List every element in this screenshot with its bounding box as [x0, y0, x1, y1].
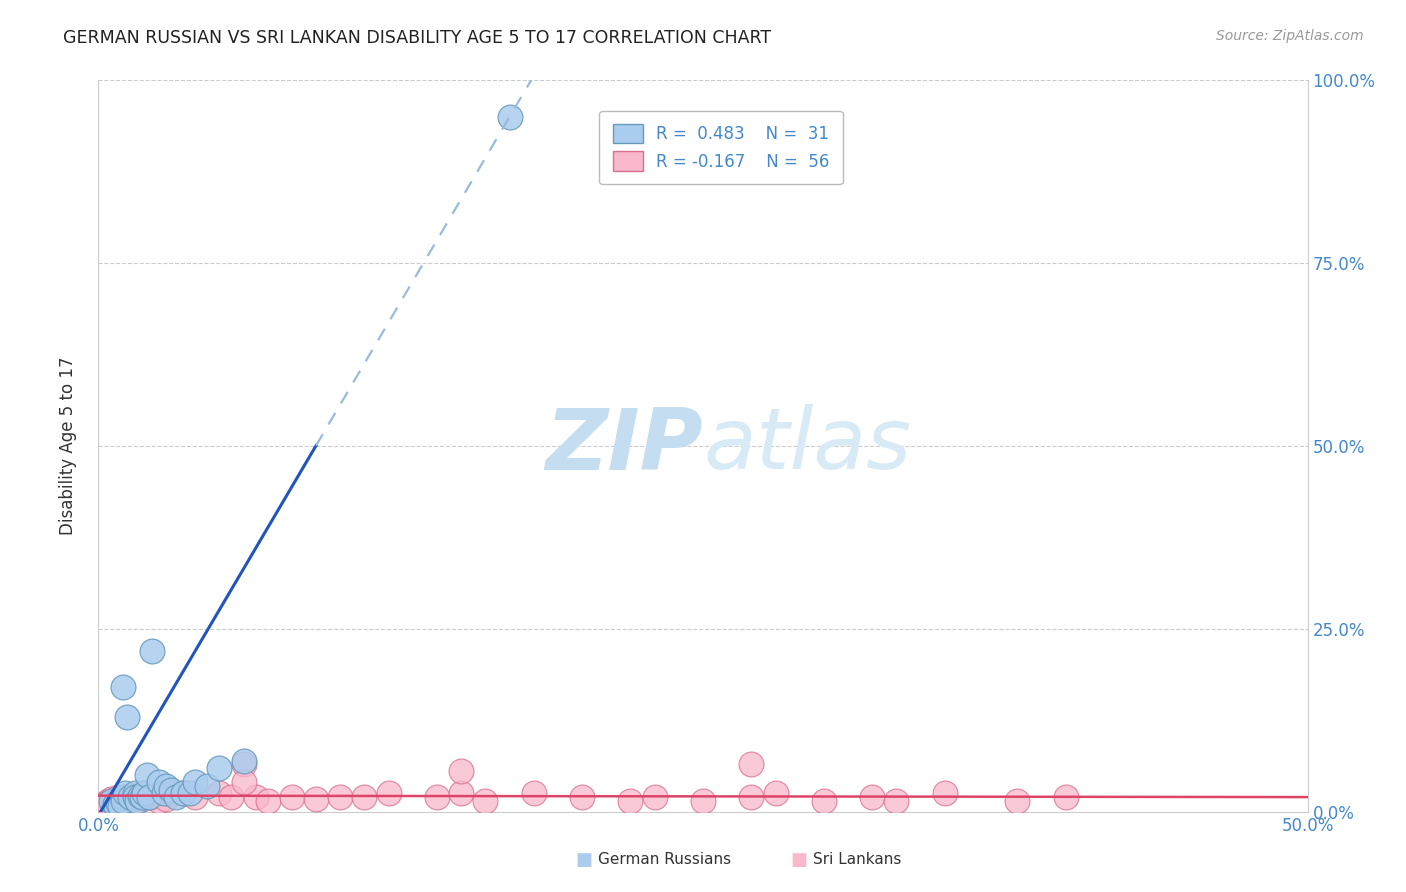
- Point: [141, 790, 163, 805]
- Point: [571, 790, 593, 805]
- Text: ZIP: ZIP: [546, 404, 703, 488]
- Text: Source: ZipAtlas.com: Source: ZipAtlas.com: [1216, 29, 1364, 43]
- Legend: R =  0.483    N =  31, R = -0.167    N =  56: R = 0.483 N = 31, R = -0.167 N = 56: [599, 111, 842, 184]
- Point: [474, 794, 496, 808]
- Point: [1054, 790, 1077, 805]
- Point: [94, 796, 117, 810]
- Text: Sri Lankans: Sri Lankans: [813, 853, 901, 867]
- Point: [813, 794, 835, 808]
- Point: [124, 790, 146, 805]
- Point: [97, 796, 120, 810]
- Point: [184, 775, 207, 789]
- Text: German Russians: German Russians: [598, 853, 731, 867]
- Point: [886, 794, 908, 808]
- Point: [131, 791, 153, 805]
- Point: [377, 787, 399, 801]
- Point: [179, 787, 201, 801]
- Point: [245, 790, 267, 805]
- Point: [111, 790, 134, 805]
- Point: [100, 791, 122, 805]
- Point: [450, 787, 472, 801]
- Point: [619, 794, 641, 808]
- Point: [155, 779, 177, 793]
- Point: [117, 709, 139, 723]
- Point: [117, 791, 139, 805]
- Point: [118, 794, 141, 808]
- Point: [160, 782, 183, 797]
- Point: [135, 768, 157, 782]
- Point: [208, 761, 231, 775]
- Point: [1007, 794, 1029, 808]
- Point: [208, 787, 231, 801]
- Point: [138, 790, 160, 805]
- Point: [692, 794, 714, 808]
- Point: [118, 790, 141, 805]
- Point: [232, 754, 254, 768]
- Point: [160, 787, 183, 801]
- Point: [172, 787, 194, 801]
- Point: [148, 775, 170, 789]
- Point: [281, 790, 304, 805]
- Point: [104, 797, 127, 812]
- Point: [195, 779, 218, 793]
- Point: [184, 790, 207, 805]
- Point: [934, 787, 956, 801]
- Point: [107, 794, 129, 808]
- Point: [114, 787, 136, 801]
- Point: [127, 794, 149, 808]
- Point: [353, 790, 375, 805]
- Point: [155, 791, 177, 805]
- Point: [765, 787, 787, 801]
- Point: [134, 787, 156, 801]
- Point: [135, 790, 157, 805]
- Text: atlas: atlas: [703, 404, 911, 488]
- Point: [111, 681, 134, 695]
- Text: GERMAN RUSSIAN VS SRI LANKAN DISABILITY AGE 5 TO 17 CORRELATION CHART: GERMAN RUSSIAN VS SRI LANKAN DISABILITY …: [63, 29, 772, 46]
- Point: [108, 794, 131, 808]
- Point: [141, 644, 163, 658]
- Point: [165, 790, 187, 805]
- Point: [114, 796, 136, 810]
- Point: [860, 790, 883, 805]
- Y-axis label: Disability Age 5 to 17: Disability Age 5 to 17: [59, 357, 77, 535]
- Point: [124, 790, 146, 805]
- Point: [107, 796, 129, 810]
- Point: [128, 789, 150, 803]
- Point: [450, 764, 472, 779]
- Point: [94, 797, 117, 812]
- Point: [232, 775, 254, 789]
- Point: [127, 794, 149, 808]
- Point: [131, 790, 153, 805]
- Point: [740, 790, 762, 805]
- Point: [644, 790, 666, 805]
- Point: [100, 794, 122, 808]
- Point: [124, 787, 146, 801]
- Point: [97, 794, 120, 808]
- Point: [111, 794, 134, 808]
- Point: [101, 797, 124, 812]
- Point: [523, 787, 546, 801]
- Point: [108, 798, 131, 813]
- Point: [131, 787, 153, 801]
- Point: [111, 790, 134, 805]
- Point: [107, 790, 129, 805]
- Point: [117, 794, 139, 808]
- Point: [305, 791, 328, 805]
- Text: ■: ■: [790, 851, 807, 869]
- Point: [740, 757, 762, 772]
- Point: [148, 794, 170, 808]
- Point: [232, 757, 254, 772]
- Point: [104, 794, 127, 808]
- Point: [172, 787, 194, 801]
- Point: [152, 787, 174, 801]
- Text: ■: ■: [575, 851, 592, 869]
- Point: [426, 790, 449, 805]
- Point: [256, 794, 278, 808]
- Point: [172, 787, 194, 801]
- Point: [221, 790, 243, 805]
- Point: [498, 110, 520, 124]
- Point: [329, 790, 352, 805]
